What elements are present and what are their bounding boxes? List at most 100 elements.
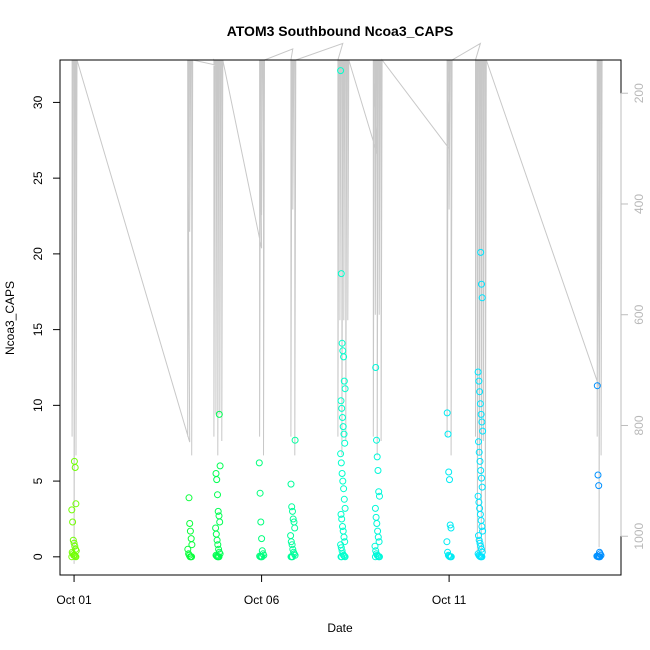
data-point — [474, 550, 482, 558]
data-point — [340, 485, 348, 493]
chart-title: ATOM3 Southbound Ncoa3_CAPS — [227, 23, 454, 39]
data-point — [371, 504, 379, 512]
data-point — [288, 503, 296, 511]
data-point — [374, 527, 382, 535]
data-point — [476, 400, 484, 408]
data-point — [289, 545, 297, 553]
data-point — [185, 494, 193, 502]
data-point — [215, 548, 223, 556]
data-point — [445, 468, 453, 476]
data-point — [287, 480, 295, 488]
data-point — [374, 467, 382, 474]
data-point — [339, 477, 347, 485]
data-point — [287, 532, 295, 540]
data-point — [215, 545, 223, 553]
data-point — [593, 382, 601, 390]
secondary-y-tick-label: 800 — [632, 415, 646, 435]
data-point — [372, 513, 380, 521]
secondary-y-tick-label: 400 — [632, 194, 646, 214]
y-tick-label: 10 — [31, 398, 45, 412]
data-point — [478, 280, 485, 288]
data-point — [376, 492, 383, 500]
data-point — [337, 67, 345, 75]
data-point — [477, 410, 485, 418]
data-point — [373, 453, 381, 461]
data-point — [256, 489, 264, 497]
data-point — [69, 536, 77, 544]
data-point — [289, 507, 296, 515]
data-point — [291, 524, 299, 532]
data-point — [340, 430, 348, 438]
data-point — [339, 423, 347, 431]
data-point — [188, 541, 196, 549]
data-point — [338, 470, 346, 477]
data-point — [341, 439, 349, 447]
y-tick-label: 5 — [31, 477, 45, 484]
data-point — [373, 520, 381, 527]
data-point — [337, 459, 345, 467]
data-point — [479, 527, 487, 535]
data-point — [338, 515, 346, 523]
data-point — [340, 495, 348, 503]
data-point — [479, 427, 487, 435]
data-point — [258, 535, 266, 543]
data-point — [338, 339, 346, 347]
secondary-y-tick-label: 200 — [632, 83, 646, 103]
data-point — [255, 459, 263, 467]
data-point — [212, 530, 220, 538]
data-point — [474, 368, 482, 376]
data-point — [70, 457, 78, 465]
data-point — [445, 552, 453, 560]
data-point — [337, 544, 345, 552]
data-point — [476, 457, 484, 465]
data-point — [478, 474, 485, 482]
data-point — [290, 518, 298, 526]
data-point — [478, 418, 486, 426]
data-point — [71, 464, 79, 471]
secondary-y-tick-label: 1000 — [632, 523, 646, 550]
data-point — [476, 388, 484, 396]
data-point — [215, 512, 223, 520]
data-point — [337, 450, 345, 458]
data-point — [373, 550, 380, 558]
y-tick-label: 0 — [31, 553, 45, 560]
data-point — [475, 438, 482, 446]
data-point — [339, 414, 346, 421]
secondary-y-tick-label: 600 — [632, 304, 646, 324]
x-tick-label: Oct 06 — [244, 593, 280, 607]
data-point — [594, 471, 602, 479]
data-point — [475, 536, 483, 544]
data-points — [68, 67, 605, 561]
data-point — [186, 527, 194, 535]
data-point — [339, 527, 347, 535]
data-point — [444, 551, 452, 559]
secondary-y-axis: 200 400 600 800 1000 — [620, 83, 646, 550]
data-point — [69, 518, 77, 526]
data-point — [477, 248, 485, 256]
data-point — [476, 510, 484, 518]
data-point — [72, 500, 80, 508]
data-point — [477, 467, 485, 474]
data-point — [475, 377, 483, 385]
data-point — [339, 523, 346, 530]
data-point — [447, 524, 455, 532]
data-point — [595, 482, 603, 490]
y-tick-label: 20 — [31, 247, 45, 261]
data-point — [476, 539, 484, 547]
data-point — [68, 506, 76, 514]
x-axis-label: Date — [327, 621, 353, 635]
data-point — [475, 448, 483, 456]
data-point — [70, 539, 78, 547]
data-point — [341, 504, 349, 512]
data-point — [216, 518, 224, 526]
data-point — [475, 532, 482, 540]
data-point — [290, 548, 298, 556]
data-point — [338, 404, 346, 412]
data-point — [443, 538, 451, 546]
y-axis: 0 5 10 15 20 25 30 — [31, 95, 61, 560]
data-point — [341, 385, 349, 393]
data-point — [371, 542, 379, 550]
data-point — [212, 470, 220, 477]
data-point — [291, 436, 299, 444]
